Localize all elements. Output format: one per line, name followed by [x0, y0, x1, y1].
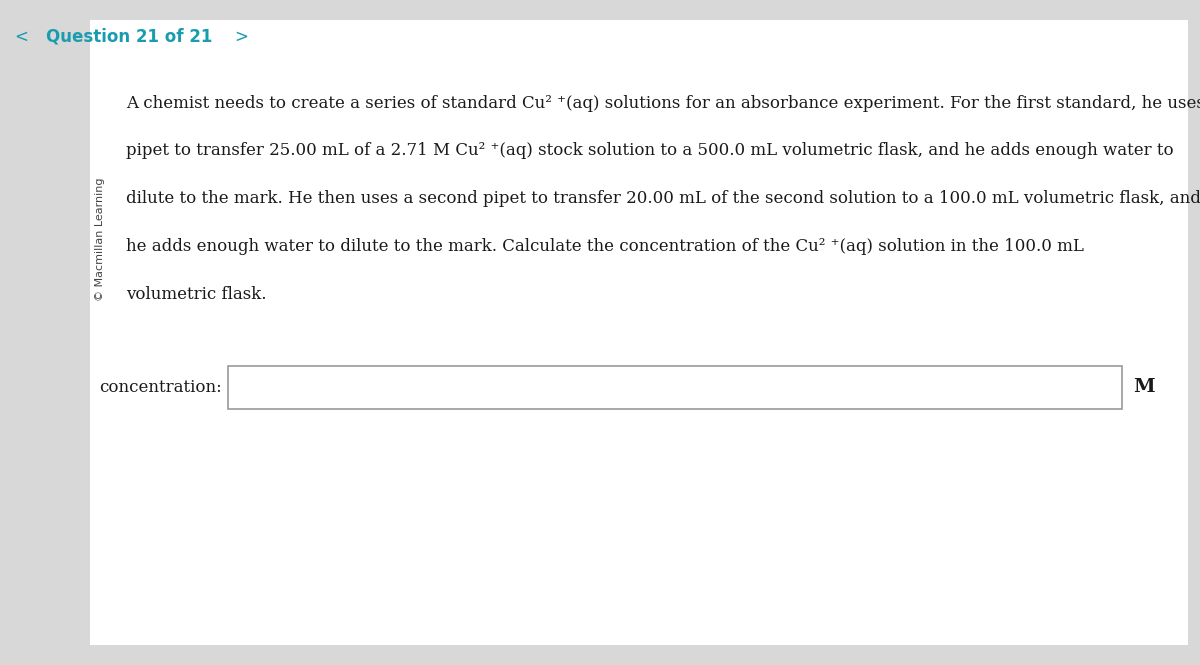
FancyBboxPatch shape [228, 366, 1122, 409]
Text: M: M [1133, 378, 1154, 396]
FancyBboxPatch shape [90, 20, 1188, 645]
Text: he adds enough water to dilute to the mark. Calculate the concentration of the C: he adds enough water to dilute to the ma… [126, 238, 1084, 255]
Text: © Macmillan Learning: © Macmillan Learning [95, 178, 104, 301]
Text: concentration:: concentration: [100, 378, 222, 396]
Text: Question 21 of 21: Question 21 of 21 [47, 27, 212, 46]
Text: pipet to transfer 25.00 mL of a 2.71 M Cu² ⁺(aq) stock solution to a 500.0 mL vo: pipet to transfer 25.00 mL of a 2.71 M C… [126, 142, 1174, 160]
Text: <: < [14, 27, 29, 46]
Text: A chemist needs to create a series of standard Cu² ⁺(aq) solutions for an absorb: A chemist needs to create a series of st… [126, 94, 1200, 112]
Text: dilute to the mark. He then uses a second pipet to transfer 20.00 mL of the seco: dilute to the mark. He then uses a secon… [126, 190, 1200, 207]
Text: >: > [234, 27, 248, 46]
Text: volumetric flask.: volumetric flask. [126, 286, 266, 303]
